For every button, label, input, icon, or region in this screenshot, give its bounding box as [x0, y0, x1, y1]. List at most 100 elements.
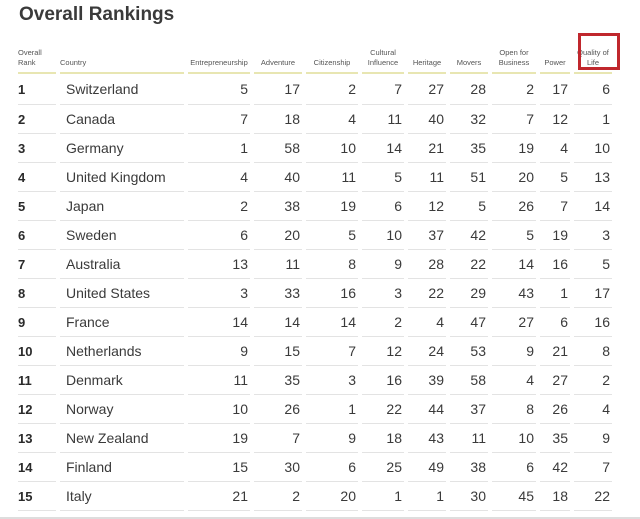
cultural-influence-cell: 5 [362, 163, 404, 192]
open-for-business-cell: 43 [492, 279, 536, 308]
movers-cell: 47 [450, 308, 488, 337]
open-for-business-cell: 4 [492, 366, 536, 395]
table-header-row: Overall Rank Country Entrepreneurship Ad… [18, 36, 612, 74]
cultural-influence-cell: 11 [362, 105, 404, 134]
table-row: 12 Norway 10 26 1 22 44 37 8 26 4 [18, 395, 612, 424]
rank-cell: 4 [18, 163, 56, 192]
quality-of-life-cell: 3 [574, 221, 612, 250]
table-row: 10 Netherlands 9 15 7 12 24 53 9 21 8 [18, 337, 612, 366]
movers-cell: 32 [450, 105, 488, 134]
open-for-business-cell: 26 [492, 192, 536, 221]
quality-of-life-cell: 14 [574, 192, 612, 221]
country-cell: France [60, 308, 184, 337]
power-cell: 35 [540, 424, 570, 453]
heritage-cell: 22 [408, 279, 446, 308]
citizenship-cell: 7 [306, 337, 358, 366]
open-for-business-cell: 5 [492, 221, 536, 250]
country-cell: Norway [60, 395, 184, 424]
citizenship-cell: 5 [306, 221, 358, 250]
entrepreneurship-cell: 21 [188, 482, 250, 511]
entrepreneurship-cell: 10 [188, 395, 250, 424]
movers-cell: 35 [450, 134, 488, 163]
citizenship-cell: 19 [306, 192, 358, 221]
rank-cell: 12 [18, 395, 56, 424]
adventure-cell: 38 [254, 192, 302, 221]
cultural-influence-cell: 6 [362, 192, 404, 221]
power-cell: 7 [540, 192, 570, 221]
table-row: 13 New Zealand 19 7 9 18 43 11 10 35 9 [18, 424, 612, 453]
open-for-business-cell: 7 [492, 105, 536, 134]
power-cell: 27 [540, 366, 570, 395]
quality-of-life-cell: 5 [574, 250, 612, 279]
open-for-business-cell: 45 [492, 482, 536, 511]
quality-of-life-cell: 1 [574, 105, 612, 134]
entrepreneurship-cell: 2 [188, 192, 250, 221]
rank-cell: 14 [18, 453, 56, 482]
heritage-cell: 43 [408, 424, 446, 453]
movers-cell: 53 [450, 337, 488, 366]
rank-cell: 6 [18, 221, 56, 250]
power-cell: 18 [540, 482, 570, 511]
citizenship-cell: 9 [306, 424, 358, 453]
heritage-cell: 28 [408, 250, 446, 279]
adventure-cell: 18 [254, 105, 302, 134]
quality-of-life-cell: 8 [574, 337, 612, 366]
table-row: 5 Japan 2 38 19 6 12 5 26 7 14 [18, 192, 612, 221]
country-cell: Italy [60, 482, 184, 511]
cultural-influence-cell: 16 [362, 366, 404, 395]
rank-cell: 7 [18, 250, 56, 279]
quality-of-life-cell: 4 [574, 395, 612, 424]
country-cell: New Zealand [60, 424, 184, 453]
power-cell: 6 [540, 308, 570, 337]
entrepreneurship-cell: 15 [188, 453, 250, 482]
power-cell: 1 [540, 279, 570, 308]
adventure-cell: 17 [254, 74, 302, 105]
heritage-cell: 24 [408, 337, 446, 366]
adventure-cell: 15 [254, 337, 302, 366]
entrepreneurship-cell: 9 [188, 337, 250, 366]
heritage-cell: 40 [408, 105, 446, 134]
power-cell: 26 [540, 395, 570, 424]
quality-of-life-cell: 7 [574, 453, 612, 482]
cultural-influence-cell: 1 [362, 482, 404, 511]
header-citizenship: Citizenship [306, 36, 358, 74]
heritage-cell: 12 [408, 192, 446, 221]
heritage-cell: 1 [408, 482, 446, 511]
adventure-cell: 58 [254, 134, 302, 163]
heritage-cell: 37 [408, 221, 446, 250]
entrepreneurship-cell: 5 [188, 74, 250, 105]
country-cell: Switzerland [60, 74, 184, 105]
quality-of-life-cell: 2 [574, 366, 612, 395]
adventure-cell: 2 [254, 482, 302, 511]
quality-of-life-cell: 13 [574, 163, 612, 192]
adventure-cell: 40 [254, 163, 302, 192]
heritage-cell: 11 [408, 163, 446, 192]
header-entrepreneurship: Entrepreneurship [188, 36, 250, 74]
citizenship-cell: 1 [306, 395, 358, 424]
rank-cell: 1 [18, 74, 56, 105]
table-row: 11 Denmark 11 35 3 16 39 58 4 27 2 [18, 366, 612, 395]
rank-cell: 8 [18, 279, 56, 308]
entrepreneurship-cell: 1 [188, 134, 250, 163]
table-row: 2 Canada 7 18 4 11 40 32 7 12 1 [18, 105, 612, 134]
cultural-influence-cell: 18 [362, 424, 404, 453]
heritage-cell: 44 [408, 395, 446, 424]
movers-cell: 29 [450, 279, 488, 308]
entrepreneurship-cell: 14 [188, 308, 250, 337]
rankings-table: Overall Rank Country Entrepreneurship Ad… [14, 36, 616, 511]
movers-cell: 11 [450, 424, 488, 453]
header-open-for-business: Open for Business [492, 36, 536, 74]
entrepreneurship-cell: 13 [188, 250, 250, 279]
citizenship-cell: 14 [306, 308, 358, 337]
header-quality-of-life: Quality of Life [574, 36, 612, 74]
adventure-cell: 11 [254, 250, 302, 279]
rank-cell: 9 [18, 308, 56, 337]
quality-of-life-highlight-box [578, 33, 620, 70]
rank-cell: 11 [18, 366, 56, 395]
quality-of-life-cell: 16 [574, 308, 612, 337]
country-cell: Finland [60, 453, 184, 482]
heritage-cell: 39 [408, 366, 446, 395]
open-for-business-cell: 8 [492, 395, 536, 424]
movers-cell: 30 [450, 482, 488, 511]
table-row: 8 United States 3 33 16 3 22 29 43 1 17 [18, 279, 612, 308]
